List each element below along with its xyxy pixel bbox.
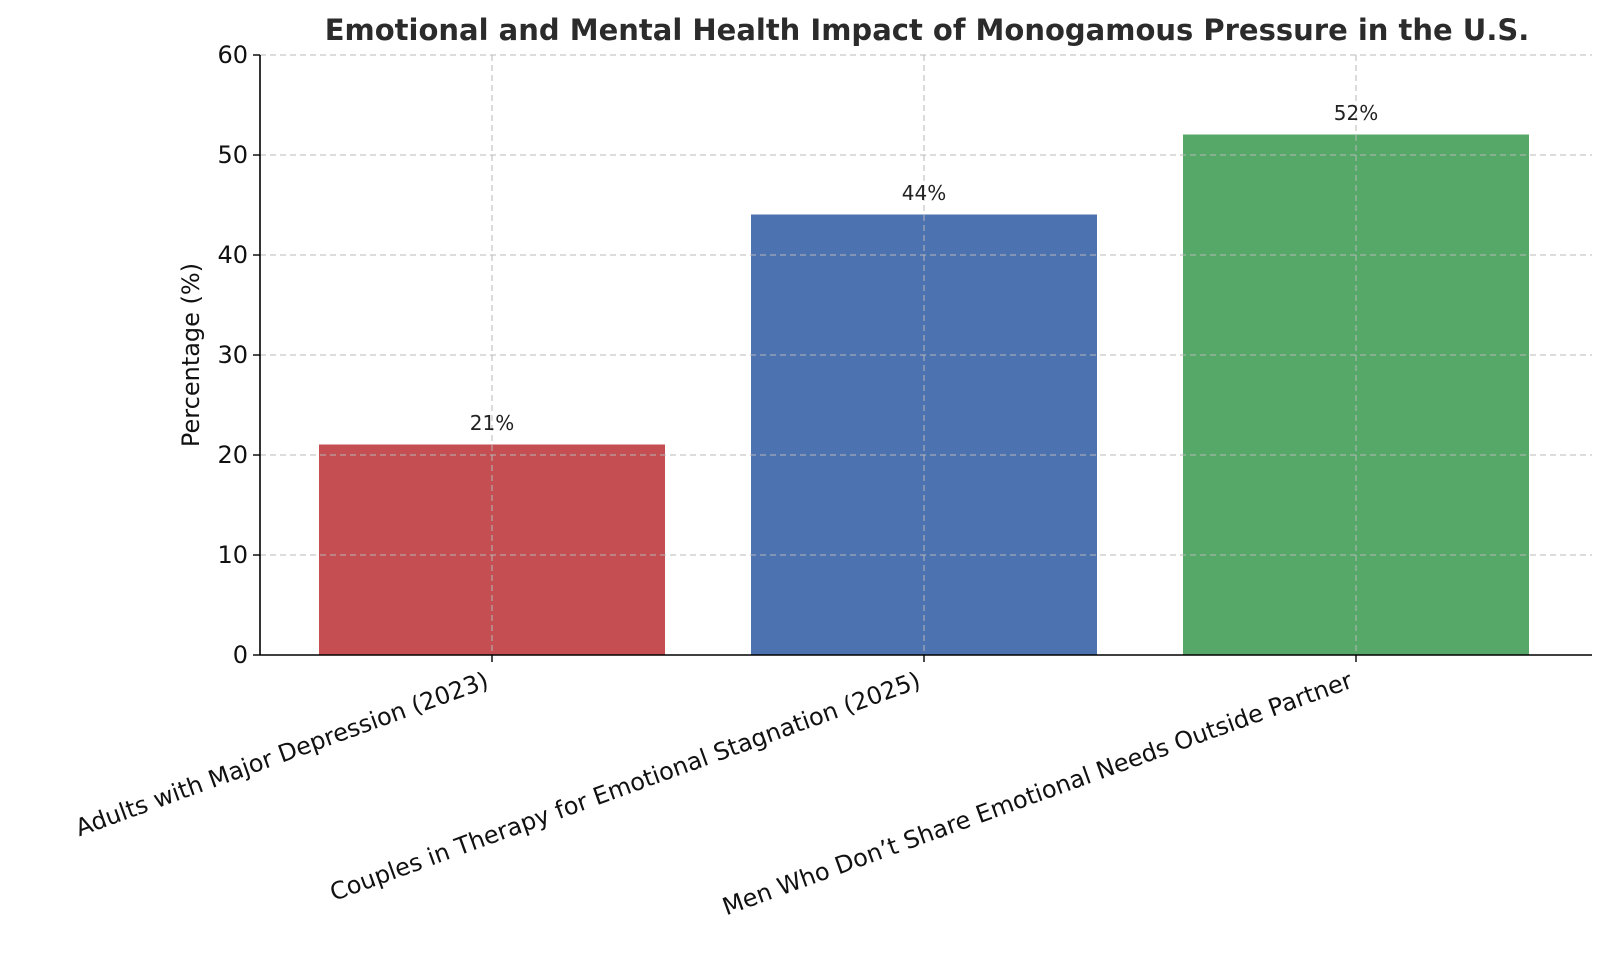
y-tick-label-20: 20: [217, 441, 248, 469]
y-tick-label-10: 10: [217, 541, 248, 569]
labels-layer: 0 10 20 30 40 50 60 Adults with Major Depressio…: [72, 41, 1378, 921]
y-tick-label-60: 60: [217, 41, 248, 69]
chart-title: Emotional and Mental Health Impact of Mo…: [325, 13, 1530, 47]
y-tick-label-30: 30: [217, 341, 248, 369]
axes-layer: [253, 54, 1592, 662]
y-axis-title: Percentage (%): [177, 263, 205, 447]
data-label-1: 21%: [470, 411, 514, 435]
data-label-2: 44%: [902, 181, 946, 205]
y-tick-label-0: 0: [233, 641, 248, 669]
x-tick-label-1: Adults with Major Depression (2023): [72, 666, 492, 842]
data-label-3: 52%: [1334, 101, 1378, 125]
y-tick-label-50: 50: [217, 141, 248, 169]
y-tick-label-40: 40: [217, 241, 248, 269]
